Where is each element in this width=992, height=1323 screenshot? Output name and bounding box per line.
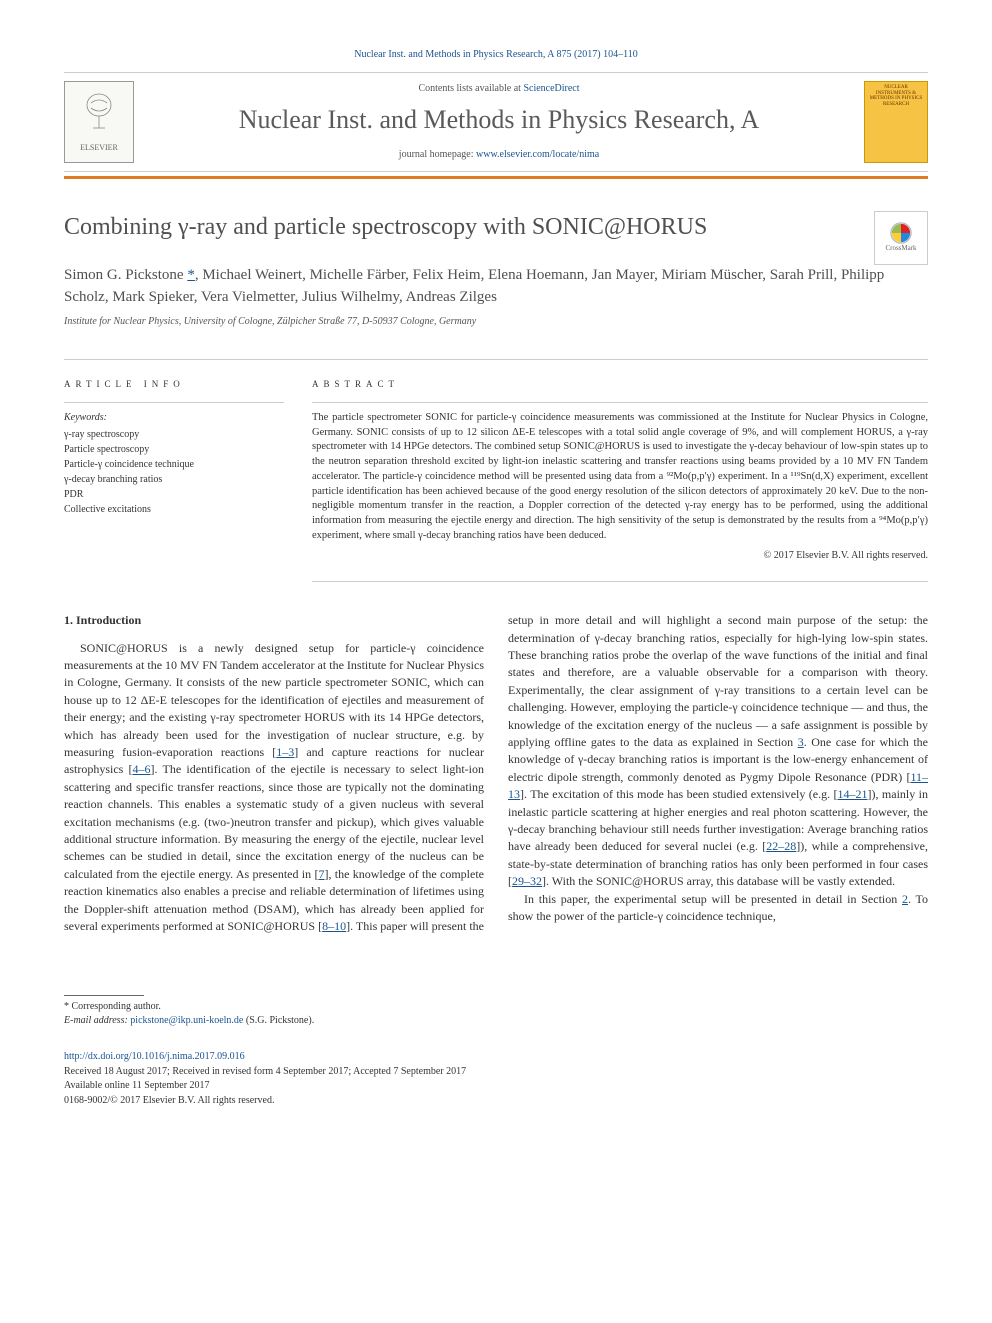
keyword: γ-ray spectroscopy <box>64 427 284 442</box>
ref-link[interactable]: 14–21 <box>838 787 868 801</box>
keywords-list: γ-ray spectroscopy Particle spectroscopy… <box>64 427 284 517</box>
abstract-copyright: © 2017 Elsevier B.V. All rights reserved… <box>312 549 928 563</box>
issn-line: 0168-9002/© 2017 Elsevier B.V. All right… <box>64 1094 928 1109</box>
ref-link[interactable]: 1–3 <box>276 745 294 759</box>
footnote-rule <box>64 995 144 996</box>
keyword: Particle-γ coincidence technique <box>64 457 284 472</box>
journal-masthead: ELSEVIER Contents lists available at Sci… <box>64 72 928 172</box>
info-abstract-row: article info Keywords: γ-ray spectroscop… <box>64 359 928 583</box>
ref-link[interactable]: 8–10 <box>322 919 346 933</box>
elsevier-tree-icon <box>82 91 116 142</box>
article-title: Combining γ-ray and particle spectroscop… <box>64 211 858 245</box>
ref-link[interactable]: 4–6 <box>133 762 151 776</box>
article-info-column: article info Keywords: γ-ray spectroscop… <box>64 378 284 583</box>
keyword: Particle spectroscopy <box>64 442 284 457</box>
article-info-heading: article info <box>64 378 284 391</box>
ref-link[interactable]: 22–28 <box>766 839 796 853</box>
keywords-block: Keywords: γ-ray spectroscopy Particle sp… <box>64 402 284 517</box>
keyword: γ-decay branching ratios <box>64 472 284 487</box>
sciencedirect-link[interactable]: ScienceDirect <box>523 83 579 94</box>
doi-block: http://dx.doi.org/10.1016/j.nima.2017.09… <box>64 1050 928 1108</box>
elsevier-logo: ELSEVIER <box>64 81 134 163</box>
abstract-heading: abstract <box>312 378 928 391</box>
section-1-para-1: SONIC@HORUS is a newly designed setup fo… <box>64 612 928 935</box>
section-1-title: 1. Introduction <box>64 612 484 629</box>
crossmark-icon <box>890 222 912 244</box>
ref-link[interactable]: 29–32 <box>512 874 542 888</box>
journal-center: Contents lists available at ScienceDirec… <box>134 82 864 162</box>
author-list: Simon G. Pickstone *, Michael Weinert, M… <box>64 265 928 309</box>
footnotes: * Corresponding author. E-mail address: … <box>64 995 928 1028</box>
body-columns: 1. Introduction SONIC@HORUS is a newly d… <box>64 612 928 935</box>
accent-rule <box>64 176 928 179</box>
title-row: Combining γ-ray and particle spectroscop… <box>64 211 928 265</box>
journal-title: Nuclear Inst. and Methods in Physics Res… <box>134 102 864 138</box>
crossmark-label: CrossMark <box>885 244 916 254</box>
journal-cover-thumbnail: NUCLEAR INSTRUMENTS & METHODS IN PHYSICS… <box>864 81 928 163</box>
corr-mark[interactable]: * <box>187 267 195 283</box>
authors-text: Simon G. Pickstone *, Michael Weinert, M… <box>64 267 884 305</box>
citation-line: Nuclear Inst. and Methods in Physics Res… <box>64 48 928 62</box>
online-line: Available online 11 September 2017 <box>64 1079 928 1094</box>
email-link[interactable]: pickstone@ikp.uni-koeln.de <box>130 1015 243 1026</box>
keyword: Collective excitations <box>64 502 284 517</box>
journal-homepage: journal homepage: www.elsevier.com/locat… <box>134 148 864 162</box>
keyword: PDR <box>64 487 284 502</box>
homepage-link[interactable]: www.elsevier.com/locate/nima <box>476 149 599 160</box>
abstract-rule <box>312 581 928 582</box>
page: Nuclear Inst. and Methods in Physics Res… <box>0 0 992 1148</box>
received-line: Received 18 August 2017; Received in rev… <box>64 1065 928 1080</box>
corresponding-author-note: * Corresponding author. <box>64 1000 928 1014</box>
affiliation: Institute for Nuclear Physics, Universit… <box>64 315 928 329</box>
crossmark-badge[interactable]: CrossMark <box>874 211 928 265</box>
keywords-label: Keywords: <box>64 411 284 425</box>
abstract-text: The particle spectrometer SONIC for part… <box>312 412 928 541</box>
doi-link[interactable]: http://dx.doi.org/10.1016/j.nima.2017.09… <box>64 1051 245 1062</box>
abstract-column: abstract The particle spectrometer SONIC… <box>312 378 928 583</box>
abstract-body: The particle spectrometer SONIC for part… <box>312 402 928 563</box>
elsevier-label: ELSEVIER <box>80 142 118 153</box>
section-1-para-3: In this paper, the experimental setup wi… <box>508 891 928 926</box>
contents-available: Contents lists available at ScienceDirec… <box>134 82 864 96</box>
email-line: E-mail address: pickstone@ikp.uni-koeln.… <box>64 1014 928 1028</box>
